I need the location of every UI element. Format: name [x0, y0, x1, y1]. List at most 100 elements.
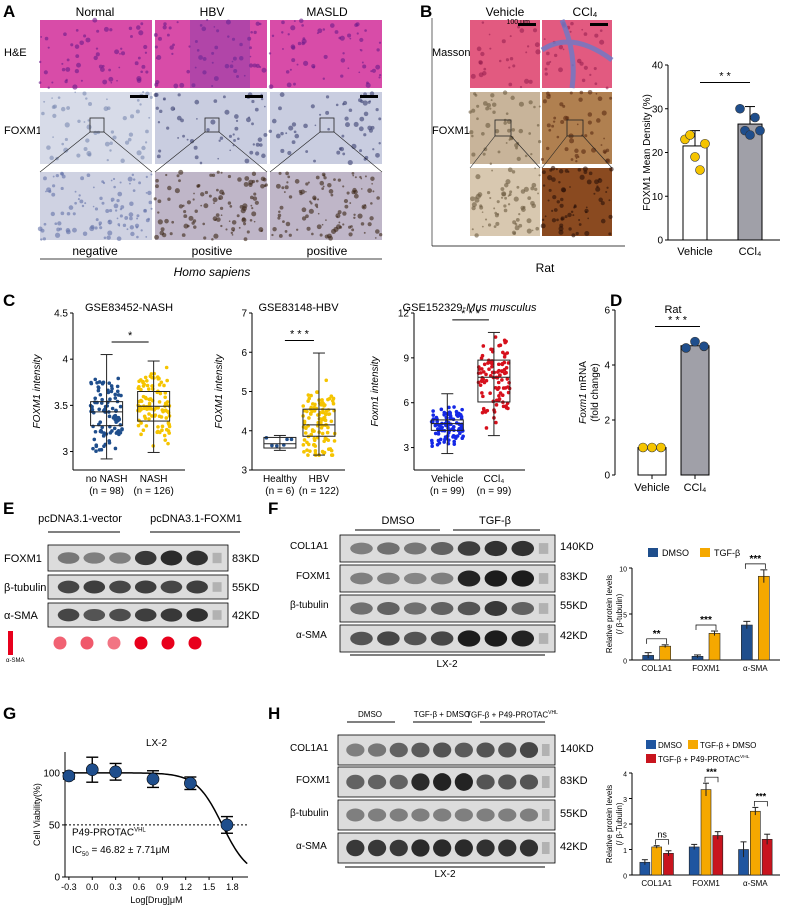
- y-axis-label: Foxm1 intensity: [370, 355, 381, 426]
- nucleus: [314, 203, 319, 207]
- nucleus: [367, 100, 371, 104]
- data-point: [699, 341, 709, 352]
- nucleus: [500, 196, 504, 199]
- he-micrograph: [270, 20, 382, 88]
- y-axis-label: Relative protein levels: [605, 785, 614, 863]
- y-axis-label: (/ β-Tubulin): [615, 802, 624, 845]
- nucleus: [581, 78, 586, 83]
- nucleus: [547, 175, 553, 181]
- col-title-hbv: HBV: [199, 5, 225, 19]
- nucleus: [154, 92, 159, 97]
- y-tick-label: 0: [604, 471, 610, 482]
- nucleus: [120, 51, 126, 56]
- chart-title: GSE152329-Mus musculus: [403, 302, 537, 314]
- nucleus: [583, 170, 588, 175]
- nucleus: [253, 30, 257, 35]
- nucleus: [319, 113, 322, 116]
- nucleus: [541, 218, 545, 222]
- nucleus: [597, 96, 603, 101]
- nucleus: [368, 128, 374, 133]
- nucleus: [551, 177, 556, 182]
- data-point: [150, 414, 154, 418]
- nucleus: [358, 126, 364, 132]
- scale-bar: [360, 95, 378, 98]
- nucleus: [593, 192, 596, 195]
- nucleus: [362, 100, 368, 106]
- nucleus: [534, 167, 536, 170]
- nucleus: [359, 37, 364, 43]
- nucleus: [214, 45, 219, 50]
- data-point: [98, 429, 103, 434]
- blot-size-label: 83KD: [232, 553, 260, 565]
- nucleus: [287, 33, 290, 36]
- nucleus: [220, 224, 223, 228]
- data-point: [166, 441, 170, 446]
- protein-band: [403, 631, 427, 646]
- data-point: [442, 410, 447, 415]
- nucleus: [216, 188, 219, 192]
- blot-row-label: α-SMA: [296, 841, 327, 852]
- nucleus: [94, 226, 98, 230]
- nucleus: [600, 218, 606, 224]
- nucleus: [237, 177, 242, 182]
- zoom-box: [566, 119, 584, 137]
- nucleus: [548, 128, 552, 132]
- nucleus: [183, 210, 187, 214]
- nucleus: [489, 196, 492, 200]
- data-point: [490, 362, 495, 366]
- nucleus: [136, 75, 142, 82]
- nucleus: [96, 130, 101, 135]
- nucleus: [65, 78, 68, 82]
- nucleus: [87, 119, 90, 122]
- nucleus: [476, 46, 482, 52]
- nucleus: [61, 62, 64, 65]
- nucleus: [174, 188, 180, 194]
- data-point: [457, 413, 462, 418]
- group-dmso-h: DMSO: [358, 710, 382, 719]
- nucleus: [494, 128, 500, 134]
- blot-row-label: β-tubulin: [290, 600, 329, 611]
- nucleus: [77, 119, 81, 123]
- nucleus: [153, 197, 157, 201]
- nucleus: [66, 106, 71, 110]
- nucleus: [132, 178, 136, 181]
- data-point: [476, 371, 481, 375]
- nucleus: [546, 61, 550, 66]
- data-point: [480, 353, 485, 358]
- nucleus: [206, 128, 210, 132]
- nucleus: [289, 68, 292, 71]
- nucleus: [118, 224, 121, 227]
- nucleus: [220, 214, 223, 217]
- nucleus: [561, 187, 567, 193]
- nucleus: [362, 206, 365, 209]
- nucleus: [101, 201, 105, 205]
- protein-band: [367, 774, 387, 790]
- nucleus: [514, 225, 520, 231]
- nucleus: [558, 226, 564, 232]
- data-point: [105, 404, 110, 408]
- nucleus: [171, 220, 175, 224]
- bar: [758, 575, 770, 661]
- x-tick-label: NASH: [140, 474, 168, 485]
- nucleus: [307, 181, 310, 184]
- nucleus: [144, 141, 148, 144]
- protein-band: [433, 773, 452, 791]
- nucleus: [229, 64, 234, 69]
- nucleus: [519, 85, 523, 89]
- data-point: [323, 412, 328, 417]
- legend-label: DMSO: [662, 548, 689, 558]
- nucleus: [74, 44, 80, 49]
- nucleus: [600, 201, 605, 206]
- significance-label: * * *: [668, 315, 688, 327]
- nucleus: [202, 70, 207, 75]
- nucleus: [150, 207, 153, 210]
- data-point: [497, 385, 501, 390]
- nucleus: [355, 22, 360, 27]
- protein-band: [160, 608, 183, 622]
- chart-title: GSE83452-NASH: [85, 302, 173, 314]
- y-tick-label: 4: [241, 426, 247, 437]
- data-point: [439, 407, 444, 412]
- data-point: [451, 425, 456, 429]
- nucleus: [590, 131, 594, 135]
- chart-title: GSE83148-HBV: [258, 302, 339, 314]
